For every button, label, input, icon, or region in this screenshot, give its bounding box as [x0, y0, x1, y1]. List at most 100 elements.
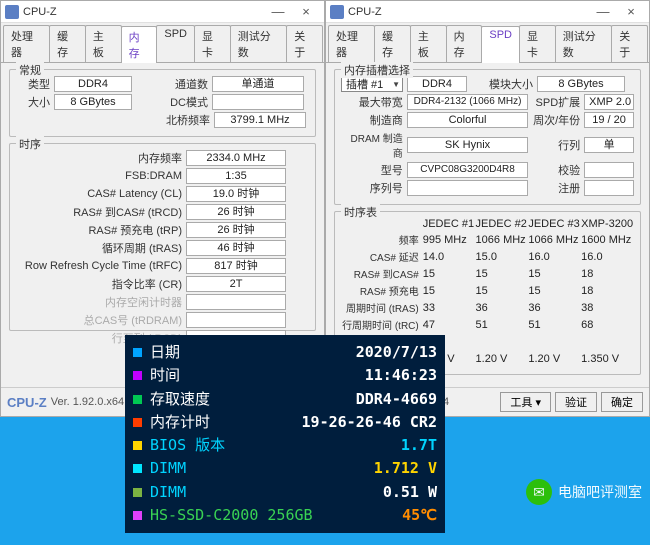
timing-value-empty — [186, 294, 286, 310]
table-cell: 36 — [476, 302, 529, 314]
label: 模块大小 — [467, 76, 537, 92]
timing-label: 循环周期 (tRAS) — [16, 240, 186, 256]
label: 通道数 — [132, 76, 212, 92]
tab-6[interactable]: 测试分数 — [555, 25, 613, 62]
osd-label: 日期 — [150, 341, 180, 364]
tab-0[interactable]: 处理器 — [3, 25, 50, 62]
tab-3[interactable]: 内存 — [446, 25, 483, 62]
close-button[interactable]: × — [617, 5, 645, 19]
minimize-button[interactable]: — — [264, 5, 292, 19]
tab-7[interactable]: 关于 — [286, 25, 323, 62]
table-cell: 1.20 V — [528, 353, 581, 365]
close-button[interactable]: × — [292, 5, 320, 19]
label: DC模式 — [132, 94, 212, 110]
tab-4[interactable]: SPD — [156, 25, 195, 62]
osd-value: 19-26-26-46 CR2 — [302, 411, 437, 434]
osd-value: 0.51 W — [383, 481, 437, 504]
table-row-label: CAS# 延迟 — [341, 249, 423, 264]
timing-label: RAS# 预充电 (tRP) — [16, 222, 186, 238]
osd-label: BIOS 版本 — [150, 434, 225, 457]
table-cell: 1066 MHz — [528, 234, 581, 246]
table-cell: 68 — [581, 319, 634, 331]
value-modsize: 8 GBytes — [537, 76, 625, 92]
timing-label-disabled: 总CAS号 (tRDRAM) — [16, 312, 186, 328]
table-cell: 1.20 V — [476, 353, 529, 365]
table-cell: 15.0 — [476, 251, 529, 263]
value-channels: 单通道 — [212, 76, 304, 92]
osd-label: HS-SSD-C2000 256GB — [150, 504, 313, 527]
timing-value: 1:35 — [186, 168, 286, 184]
tab-bar: 处理器缓存主板内存SPD显卡测试分数关于 — [326, 23, 649, 63]
timing-label: Row Refresh Cycle Time (tRFC) — [16, 260, 186, 272]
table-cell: 33 — [423, 302, 476, 314]
titlebar[interactable]: CPU-Z — × — [1, 1, 324, 23]
label: 型号 — [341, 162, 407, 178]
label: SPD扩展 — [528, 94, 584, 110]
verify-button[interactable]: 验证 — [555, 392, 597, 412]
table-cell: 15 — [476, 285, 529, 297]
version-label: Ver. 1.92.0.x64 — [51, 396, 124, 408]
osd-color-icon — [133, 464, 142, 473]
osd-value: 2020/7/13 — [356, 341, 437, 364]
table-cell: 15 — [528, 285, 581, 297]
table-cell: 1600 MHz — [581, 234, 634, 246]
value-model: CVPC08G3200D4R8 — [407, 162, 529, 178]
timing-label: RAS# 到CAS# (tRCD) — [16, 204, 186, 220]
osd-label: DIMM — [150, 457, 186, 480]
group-slot: 内存插槽选择 插槽 #1▼ DDR4 模块大小 8 GBytes 最大带宽 DD… — [334, 69, 641, 205]
osd-value: 1.7T — [401, 434, 437, 457]
brand-label: CPU-Z — [7, 395, 47, 410]
timing-label: 内存频率 — [16, 150, 186, 166]
value-dcmode — [212, 94, 304, 110]
table-row-label: RAS# 到CAS# — [341, 266, 423, 281]
tab-2[interactable]: 主板 — [410, 25, 447, 62]
table-cell: 18 — [581, 285, 634, 297]
tab-6[interactable]: 测试分数 — [230, 25, 288, 62]
label: 周次/年份 — [528, 112, 584, 128]
value-week: 19 / 20 — [584, 112, 634, 128]
timing-value: 26 时钟 — [186, 204, 286, 220]
titlebar[interactable]: CPU-Z — × — [326, 1, 649, 23]
cpuz-icon — [330, 5, 344, 19]
table-cell: 16.0 — [528, 251, 581, 263]
tools-button[interactable]: 工具 ▾ — [500, 392, 551, 412]
group-title: 内存插槽选择 — [341, 62, 413, 78]
ok-button[interactable]: 确定 — [601, 392, 643, 412]
value-spdext: XMP 2.0 — [584, 94, 634, 110]
value-mfg: Colorful — [407, 112, 529, 128]
group-title: 常规 — [16, 62, 44, 78]
osd-color-icon — [133, 395, 142, 404]
table-cell: 15 — [423, 268, 476, 280]
tab-3[interactable]: 内存 — [121, 26, 158, 63]
label: 最大带宽 — [341, 94, 407, 110]
table-cell: 1.350 V — [581, 353, 634, 365]
group-title: 时序 — [16, 136, 44, 152]
window-title: CPU-Z — [348, 6, 382, 18]
label: DRAM 制造商 — [341, 130, 407, 160]
table-header: JEDEC #3 — [528, 218, 581, 230]
osd-color-icon — [133, 441, 142, 450]
table-cell: 1066 MHz — [476, 234, 529, 246]
tab-4[interactable]: SPD — [481, 26, 520, 63]
osd-value: 11:46:23 — [365, 364, 437, 387]
cpuz-icon — [5, 5, 19, 19]
value-reg — [584, 180, 634, 196]
tab-1[interactable]: 缓存 — [374, 25, 411, 62]
window-title: CPU-Z — [23, 6, 57, 18]
table-cell: 15 — [476, 268, 529, 280]
slot-select[interactable]: 插槽 #1▼ — [341, 76, 403, 92]
value-nbfreq: 3799.1 MHz — [214, 112, 306, 128]
tab-5[interactable]: 显卡 — [194, 25, 231, 62]
tab-2[interactable]: 主板 — [85, 25, 122, 62]
value-dram: SK Hynix — [407, 137, 529, 153]
minimize-button[interactable]: — — [589, 5, 617, 19]
tab-7[interactable]: 关于 — [611, 25, 648, 62]
table-cell: 14.0 — [423, 251, 476, 263]
tab-5[interactable]: 显卡 — [519, 25, 556, 62]
table-cell: 38 — [581, 302, 634, 314]
table-cell: 47 — [423, 319, 476, 331]
tab-1[interactable]: 缓存 — [49, 25, 86, 62]
tab-0[interactable]: 处理器 — [328, 25, 375, 62]
table-header: JEDEC #2 — [476, 218, 529, 230]
osd-color-icon — [133, 348, 142, 357]
